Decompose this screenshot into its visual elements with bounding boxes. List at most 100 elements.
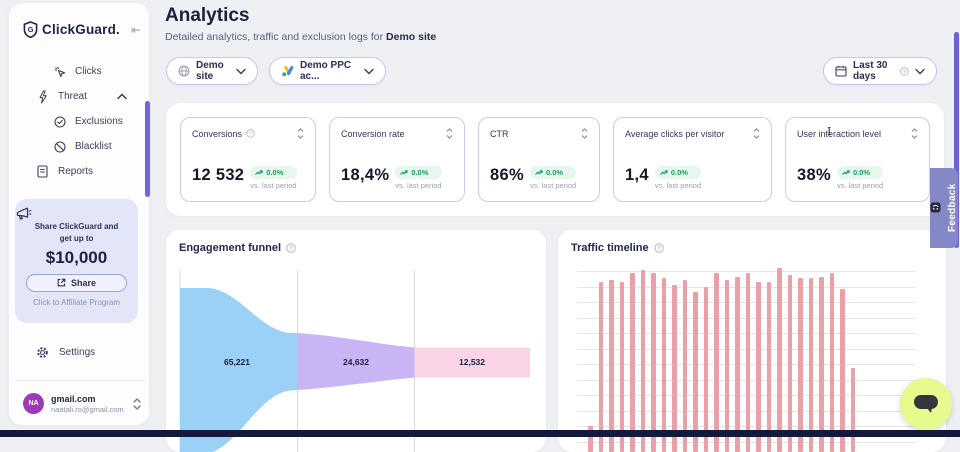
- gear-icon: [36, 346, 49, 359]
- kpi-value: 38%: [797, 166, 831, 184]
- kpi-compare: vs. last period: [654, 181, 702, 190]
- globe-icon: [178, 65, 190, 77]
- info-icon[interactable]: ?: [246, 129, 255, 138]
- chevron-down-icon: [236, 68, 246, 75]
- info-icon[interactable]: ?: [900, 66, 909, 76]
- trend-up-icon: [842, 169, 850, 175]
- kpi-compare: vs. last period: [836, 181, 884, 190]
- sidebar-item-exclusions[interactable]: Exclusions: [9, 109, 149, 134]
- subtitle-target: Demo site: [386, 31, 437, 43]
- sidebar: G ClickGuard. ⇤ Clicks Threat Exclus: [8, 2, 150, 426]
- affiliate-promo-card[interactable]: Share ClickGuard and get up to $10,000 S…: [15, 199, 138, 323]
- svg-text:?: ?: [657, 246, 661, 252]
- kpi-label: Conversion rate: [341, 128, 405, 139]
- trend-badge: 0.0%: [836, 166, 884, 179]
- kpi-label: User interaction level: [797, 128, 882, 139]
- sort-arrows-icon[interactable]: [753, 128, 760, 139]
- sort-arrows-icon[interactable]: [581, 128, 588, 139]
- timeline-bar: [724, 280, 729, 452]
- chat-widget-button[interactable]: [900, 378, 952, 430]
- nav-label: Blacklist: [75, 141, 112, 152]
- sidebar-item-blacklist[interactable]: Blacklist: [9, 134, 149, 159]
- ppc-account-label: Demo PPC ac...: [300, 60, 352, 82]
- promo-footer: Click to Affiliate Program: [33, 297, 120, 307]
- info-icon[interactable]: ?: [286, 243, 296, 253]
- account-switcher[interactable]: NA gmail.com naatali.ro@gmail.com: [23, 393, 141, 414]
- timeline-bar: [703, 286, 708, 452]
- sidebar-collapse-icon[interactable]: ⇤: [130, 22, 141, 37]
- timeline-bar: [766, 281, 771, 452]
- lightning-icon: [36, 90, 49, 104]
- engagement-funnel-card: 65,221 24,632 12,532 Engagement funnel ?: [166, 230, 546, 452]
- trend-badge: 0.0%: [395, 166, 442, 179]
- sort-arrows-icon[interactable]: [297, 128, 304, 139]
- share-button[interactable]: Share: [26, 273, 127, 292]
- select-arrows-icon: [133, 397, 141, 410]
- trend-badge: 0.0%: [529, 166, 577, 179]
- timeline-bar: [672, 285, 677, 452]
- timeline-bar: [745, 273, 750, 452]
- chevron-up-icon[interactable]: [117, 93, 127, 100]
- timeline-bar: [735, 276, 740, 452]
- kpi-value: 86%: [490, 166, 524, 184]
- shield-logo-icon: G: [23, 21, 38, 38]
- trend-value: 0.0%: [411, 168, 429, 177]
- timeline-bar: [777, 268, 782, 452]
- feedback-label: Feedback: [947, 183, 958, 233]
- timeline-bar: [609, 280, 614, 452]
- promo-line2: get up to: [59, 234, 94, 244]
- timeline-bar: [598, 281, 603, 452]
- account-name: gmail.com: [51, 393, 96, 404]
- megaphone-icon: [15, 207, 138, 221]
- kpi-label: CTR: [490, 128, 509, 139]
- kpi-card-conversion-rate: Conversion rate 18,4% 0.0% vs. last peri…: [329, 117, 465, 202]
- sidebar-nav: Clicks Threat Exclusions Blacklist: [9, 59, 149, 184]
- date-range-dropdown[interactable]: Last 30 days ?: [823, 57, 937, 85]
- timeline-bar: [640, 269, 645, 452]
- timeline-bar: [619, 281, 624, 452]
- kpi-value: 18,4%: [341, 166, 390, 184]
- timeline-bar: [714, 273, 719, 452]
- kpi-compare: vs. last period: [250, 181, 297, 190]
- svg-text:G: G: [28, 25, 34, 34]
- block-icon: [53, 140, 66, 153]
- clickguard-logo[interactable]: G ClickGuard.: [23, 21, 120, 38]
- timeline-bar: [850, 367, 855, 452]
- engagement-funnel-chart: 65,221 24,632 12,532: [179, 270, 530, 452]
- kpi-card-ctr: CTR 86% 0.0% vs. last period: [478, 117, 600, 202]
- sidebar-item-threat[interactable]: Threat: [9, 84, 149, 109]
- kpi-label: Average clicks per visitor: [625, 128, 725, 139]
- click-cursor-icon: [53, 66, 66, 78]
- date-range-label: Last 30 days: [853, 60, 888, 82]
- nav-label: Exclusions: [75, 116, 123, 127]
- sidebar-item-clicks[interactable]: Clicks: [9, 59, 149, 84]
- logo-row: G ClickGuard. ⇤: [23, 21, 141, 38]
- sidebar-item-settings[interactable]: Settings: [36, 346, 95, 359]
- sidebar-scrollbar[interactable]: [145, 101, 150, 197]
- nav-label: Reports: [58, 166, 94, 177]
- subtitle-prefix: Detailed analytics, traffic and exclusio…: [165, 31, 387, 43]
- feedback-tab[interactable]: Feedback: [930, 168, 958, 248]
- funnel-stage-3: [414, 347, 530, 378]
- google-ads-icon: [281, 65, 294, 77]
- ppc-account-dropdown[interactable]: Demo PPC ac...: [269, 57, 386, 85]
- sidebar-item-reports[interactable]: Reports: [9, 159, 149, 184]
- smiley-icon: [930, 203, 941, 214]
- site-filter-dropdown[interactable]: Demo site: [166, 57, 258, 85]
- sort-arrows-icon[interactable]: [446, 128, 453, 139]
- funnel-stage-2: [297, 333, 415, 390]
- timeline-bar: [798, 278, 803, 452]
- chevron-down-icon: [364, 68, 374, 75]
- nav-label: Clicks: [75, 66, 102, 77]
- main-scrollbar[interactable]: [954, 32, 959, 248]
- check-circle-icon: [53, 115, 66, 128]
- funnel-stage-1: [180, 288, 298, 452]
- timeline-bar: [651, 273, 656, 452]
- funnel-value-2: 24,632: [343, 357, 369, 367]
- share-button-label: Share: [70, 277, 96, 288]
- timeline-bar: [787, 274, 792, 452]
- info-icon[interactable]: ?: [653, 243, 664, 253]
- timeline-bar: [630, 273, 635, 452]
- kpi-panel: Conversions ? 12 532 0.0% vs. last perio…: [166, 103, 944, 216]
- sort-arrows-icon[interactable]: [911, 128, 918, 139]
